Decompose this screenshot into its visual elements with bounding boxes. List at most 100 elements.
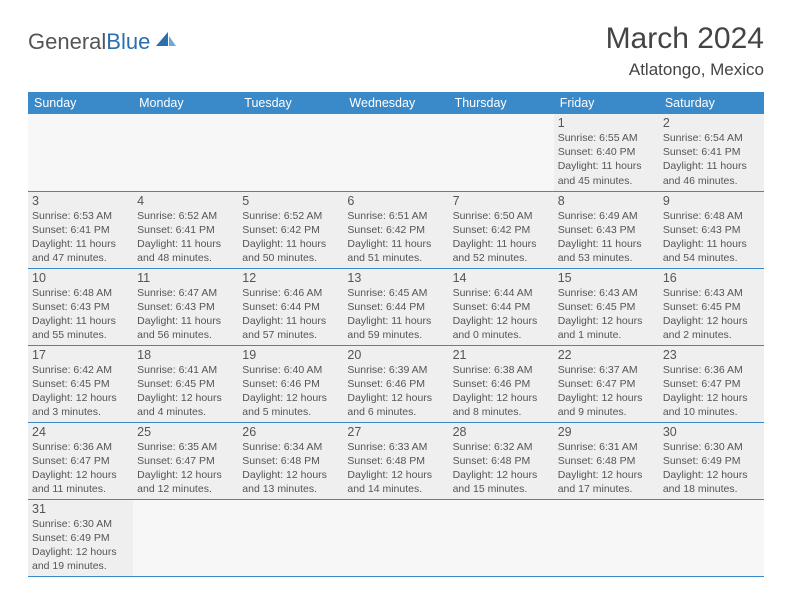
day-number: 16 (663, 271, 760, 285)
day-cell (28, 114, 133, 191)
day-number: 12 (242, 271, 339, 285)
day-number: 2 (663, 116, 760, 130)
calendar-head: SundayMondayTuesdayWednesdayThursdayFrid… (28, 92, 764, 114)
day-number: 1 (558, 116, 655, 130)
day-cell: 26Sunrise: 6:34 AMSunset: 6:48 PMDayligh… (238, 422, 343, 499)
day-cell (133, 114, 238, 191)
day-number: 27 (347, 425, 444, 439)
day-info: Sunrise: 6:30 AMSunset: 6:49 PMDaylight:… (32, 517, 129, 574)
day-number: 3 (32, 194, 129, 208)
day-number: 30 (663, 425, 760, 439)
day-cell: 23Sunrise: 6:36 AMSunset: 6:47 PMDayligh… (659, 345, 764, 422)
calendar-table: SundayMondayTuesdayWednesdayThursdayFrid… (28, 92, 764, 577)
day-cell (449, 499, 554, 576)
day-cell: 15Sunrise: 6:43 AMSunset: 6:45 PMDayligh… (554, 268, 659, 345)
day-number: 4 (137, 194, 234, 208)
day-number: 11 (137, 271, 234, 285)
day-cell: 1Sunrise: 6:55 AMSunset: 6:40 PMDaylight… (554, 114, 659, 191)
day-cell: 10Sunrise: 6:48 AMSunset: 6:43 PMDayligh… (28, 268, 133, 345)
day-info: Sunrise: 6:47 AMSunset: 6:43 PMDaylight:… (137, 286, 234, 343)
day-info: Sunrise: 6:50 AMSunset: 6:42 PMDaylight:… (453, 209, 550, 266)
day-cell: 30Sunrise: 6:30 AMSunset: 6:49 PMDayligh… (659, 422, 764, 499)
week-row: 31Sunrise: 6:30 AMSunset: 6:49 PMDayligh… (28, 499, 764, 576)
day-info: Sunrise: 6:37 AMSunset: 6:47 PMDaylight:… (558, 363, 655, 420)
day-number: 9 (663, 194, 760, 208)
dayname-3: Wednesday (343, 92, 448, 114)
dayname-1: Monday (133, 92, 238, 114)
day-info: Sunrise: 6:39 AMSunset: 6:46 PMDaylight:… (347, 363, 444, 420)
day-info: Sunrise: 6:52 AMSunset: 6:41 PMDaylight:… (137, 209, 234, 266)
day-info: Sunrise: 6:52 AMSunset: 6:42 PMDaylight:… (242, 209, 339, 266)
day-info: Sunrise: 6:36 AMSunset: 6:47 PMDaylight:… (663, 363, 760, 420)
sail-icon (154, 28, 178, 54)
day-cell: 24Sunrise: 6:36 AMSunset: 6:47 PMDayligh… (28, 422, 133, 499)
day-cell: 18Sunrise: 6:41 AMSunset: 6:45 PMDayligh… (133, 345, 238, 422)
day-number: 18 (137, 348, 234, 362)
brand-part2: Blue (106, 29, 150, 55)
day-number: 26 (242, 425, 339, 439)
dayname-5: Friday (554, 92, 659, 114)
day-cell: 9Sunrise: 6:48 AMSunset: 6:43 PMDaylight… (659, 191, 764, 268)
day-number: 8 (558, 194, 655, 208)
day-number: 22 (558, 348, 655, 362)
day-info: Sunrise: 6:43 AMSunset: 6:45 PMDaylight:… (663, 286, 760, 343)
day-cell: 12Sunrise: 6:46 AMSunset: 6:44 PMDayligh… (238, 268, 343, 345)
day-cell (238, 499, 343, 576)
day-cell (343, 114, 448, 191)
day-cell: 16Sunrise: 6:43 AMSunset: 6:45 PMDayligh… (659, 268, 764, 345)
day-cell: 21Sunrise: 6:38 AMSunset: 6:46 PMDayligh… (449, 345, 554, 422)
day-number: 15 (558, 271, 655, 285)
day-info: Sunrise: 6:32 AMSunset: 6:48 PMDaylight:… (453, 440, 550, 497)
day-info: Sunrise: 6:48 AMSunset: 6:43 PMDaylight:… (663, 209, 760, 266)
dayname-0: Sunday (28, 92, 133, 114)
page-header: GeneralBlue March 2024 Atlatongo, Mexico (28, 22, 764, 80)
day-cell: 17Sunrise: 6:42 AMSunset: 6:45 PMDayligh… (28, 345, 133, 422)
day-cell: 4Sunrise: 6:52 AMSunset: 6:41 PMDaylight… (133, 191, 238, 268)
dayname-6: Saturday (659, 92, 764, 114)
month-title: March 2024 (606, 22, 764, 56)
day-info: Sunrise: 6:38 AMSunset: 6:46 PMDaylight:… (453, 363, 550, 420)
location-label: Atlatongo, Mexico (606, 60, 764, 80)
day-info: Sunrise: 6:49 AMSunset: 6:43 PMDaylight:… (558, 209, 655, 266)
day-number: 21 (453, 348, 550, 362)
day-cell: 11Sunrise: 6:47 AMSunset: 6:43 PMDayligh… (133, 268, 238, 345)
day-number: 14 (453, 271, 550, 285)
day-info: Sunrise: 6:34 AMSunset: 6:48 PMDaylight:… (242, 440, 339, 497)
day-cell: 6Sunrise: 6:51 AMSunset: 6:42 PMDaylight… (343, 191, 448, 268)
day-info: Sunrise: 6:33 AMSunset: 6:48 PMDaylight:… (347, 440, 444, 497)
day-info: Sunrise: 6:42 AMSunset: 6:45 PMDaylight:… (32, 363, 129, 420)
day-number: 29 (558, 425, 655, 439)
day-cell: 13Sunrise: 6:45 AMSunset: 6:44 PMDayligh… (343, 268, 448, 345)
brand-logo: GeneralBlue (28, 28, 178, 56)
day-number: 31 (32, 502, 129, 516)
day-cell: 14Sunrise: 6:44 AMSunset: 6:44 PMDayligh… (449, 268, 554, 345)
day-info: Sunrise: 6:48 AMSunset: 6:43 PMDaylight:… (32, 286, 129, 343)
day-cell: 2Sunrise: 6:54 AMSunset: 6:41 PMDaylight… (659, 114, 764, 191)
title-block: March 2024 Atlatongo, Mexico (606, 22, 764, 80)
day-number: 25 (137, 425, 234, 439)
day-info: Sunrise: 6:36 AMSunset: 6:47 PMDaylight:… (32, 440, 129, 497)
day-cell: 5Sunrise: 6:52 AMSunset: 6:42 PMDaylight… (238, 191, 343, 268)
day-cell: 27Sunrise: 6:33 AMSunset: 6:48 PMDayligh… (343, 422, 448, 499)
day-number: 24 (32, 425, 129, 439)
day-info: Sunrise: 6:30 AMSunset: 6:49 PMDaylight:… (663, 440, 760, 497)
day-cell (238, 114, 343, 191)
day-cell (659, 499, 764, 576)
day-number: 19 (242, 348, 339, 362)
day-cell (449, 114, 554, 191)
day-info: Sunrise: 6:55 AMSunset: 6:40 PMDaylight:… (558, 131, 655, 188)
day-info: Sunrise: 6:41 AMSunset: 6:45 PMDaylight:… (137, 363, 234, 420)
day-number: 23 (663, 348, 760, 362)
day-info: Sunrise: 6:45 AMSunset: 6:44 PMDaylight:… (347, 286, 444, 343)
day-cell: 20Sunrise: 6:39 AMSunset: 6:46 PMDayligh… (343, 345, 448, 422)
day-info: Sunrise: 6:54 AMSunset: 6:41 PMDaylight:… (663, 131, 760, 188)
day-cell: 29Sunrise: 6:31 AMSunset: 6:48 PMDayligh… (554, 422, 659, 499)
day-number: 5 (242, 194, 339, 208)
day-number: 13 (347, 271, 444, 285)
day-number: 6 (347, 194, 444, 208)
day-number: 7 (453, 194, 550, 208)
day-number: 10 (32, 271, 129, 285)
day-cell: 8Sunrise: 6:49 AMSunset: 6:43 PMDaylight… (554, 191, 659, 268)
day-cell: 28Sunrise: 6:32 AMSunset: 6:48 PMDayligh… (449, 422, 554, 499)
day-cell: 25Sunrise: 6:35 AMSunset: 6:47 PMDayligh… (133, 422, 238, 499)
